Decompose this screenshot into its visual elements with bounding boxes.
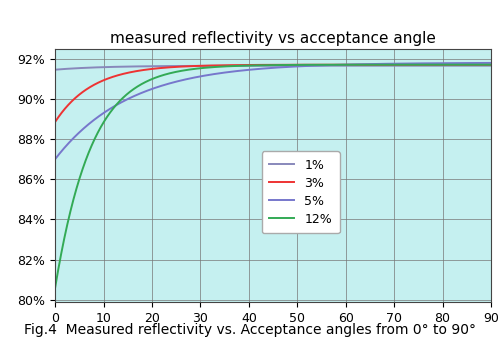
3% (52, 120, 58, 124)
Legend: 1%, 3%, 5%, 12%: 1%, 3%, 5%, 12% (262, 151, 340, 233)
3% (74, 94, 80, 98)
5% (395, 61, 401, 66)
3% (475, 62, 481, 67)
5% (52, 157, 58, 161)
3% (475, 62, 481, 67)
12% (395, 62, 401, 67)
1% (253, 64, 259, 68)
12% (475, 62, 481, 67)
12% (74, 184, 80, 188)
1% (475, 64, 481, 68)
12% (52, 286, 58, 290)
12% (253, 63, 259, 67)
12% (475, 62, 481, 67)
3% (395, 62, 401, 67)
1% (52, 68, 58, 72)
Text: Fig.4  Measured reflectivity vs. Acceptance angles from 0° to 90°: Fig.4 Measured reflectivity vs. Acceptan… (25, 323, 476, 337)
3% (488, 62, 494, 67)
Line: 12%: 12% (55, 65, 491, 288)
1% (264, 64, 270, 68)
1% (475, 64, 481, 68)
1% (395, 64, 401, 68)
12% (488, 62, 494, 67)
5% (475, 61, 481, 65)
12% (264, 63, 270, 67)
5% (475, 61, 481, 65)
Line: 3%: 3% (55, 65, 491, 122)
5% (488, 61, 494, 65)
Title: measured reflectivity vs acceptance angle: measured reflectivity vs acceptance angl… (110, 31, 436, 46)
3% (253, 63, 259, 67)
Line: 5%: 5% (55, 63, 491, 159)
1% (74, 66, 80, 70)
3% (264, 63, 270, 67)
5% (74, 132, 80, 136)
5% (264, 66, 270, 70)
5% (253, 67, 259, 71)
1% (488, 64, 494, 68)
Line: 1%: 1% (55, 66, 491, 70)
